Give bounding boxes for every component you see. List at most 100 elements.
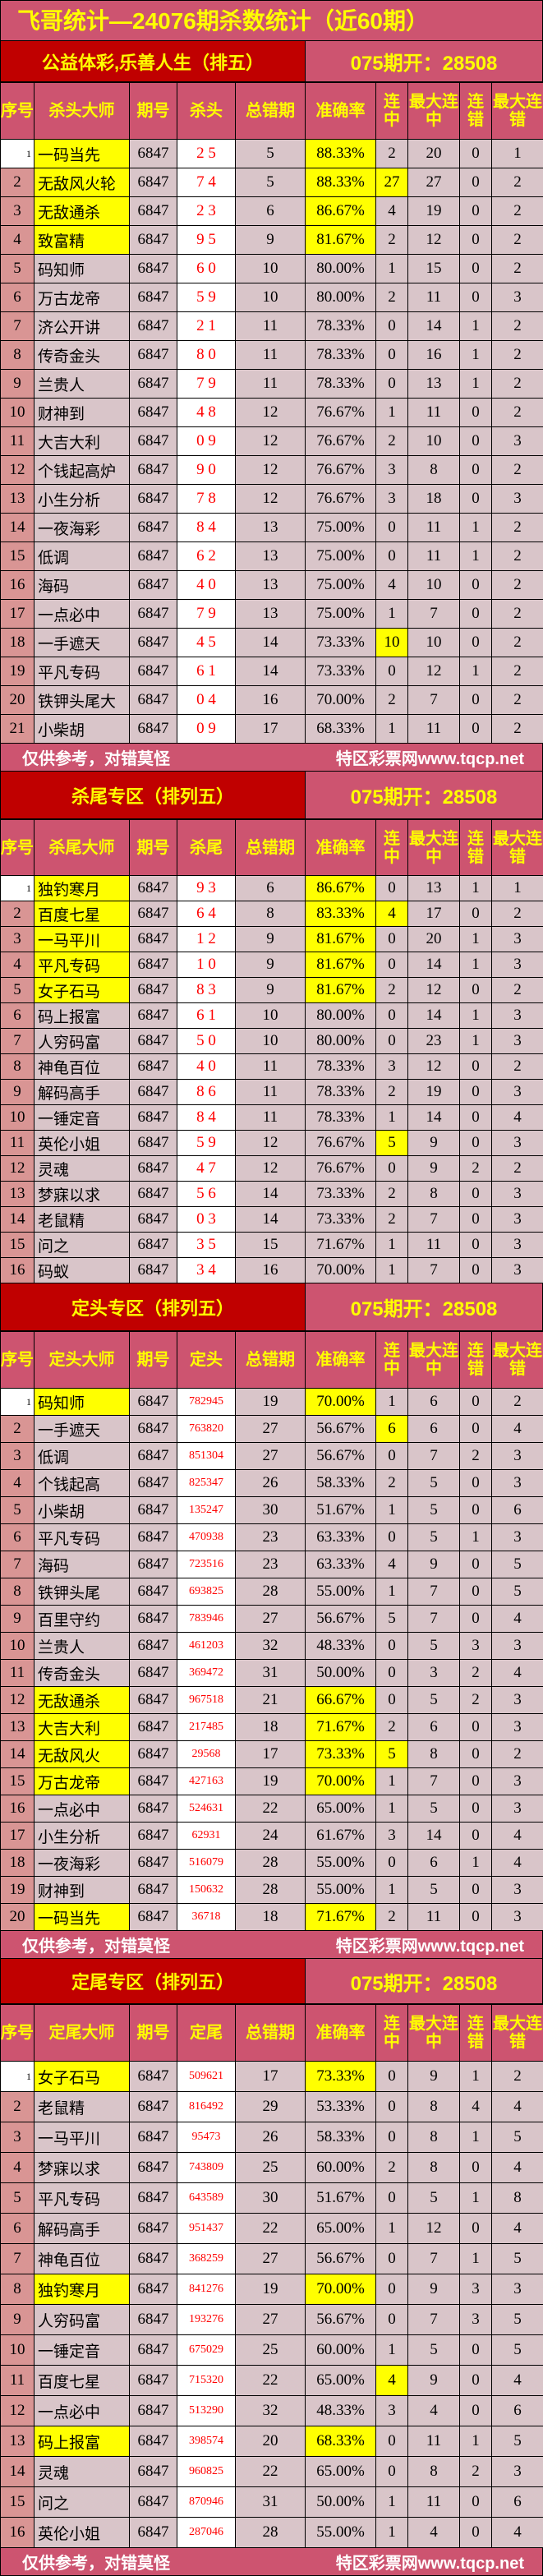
cell-period: 6847	[130, 1524, 177, 1551]
site-link[interactable]: 特区彩票网www.tqcp.net	[336, 745, 524, 769]
cell-period: 6847	[130, 2335, 177, 2366]
draw-result: 075期开：28508	[306, 1959, 542, 2003]
cell-max-streak: 8	[408, 1182, 460, 1207]
cell-no: 5	[1, 2183, 35, 2214]
cell-max-streak: 11	[408, 2487, 460, 2518]
cell-no: 6	[1, 1524, 35, 1551]
cell-streak: 1	[376, 2335, 408, 2366]
cell-errors: 22	[236, 2366, 306, 2396]
cell-max-miss: 8	[492, 2183, 543, 2214]
cell-kill: 0 4	[177, 686, 236, 715]
cell-streak: 0	[376, 2274, 408, 2305]
cell-errors: 11	[236, 341, 306, 370]
cell-name: 码上报富	[35, 1003, 130, 1029]
cell-streak: 2	[376, 1207, 408, 1233]
cell-accuracy: 80.00%	[306, 1029, 376, 1054]
cell-max-miss: 2	[492, 255, 543, 283]
cell-miss: 2	[460, 1660, 492, 1687]
cell-accuracy: 58.33%	[306, 2122, 376, 2153]
cell-errors: 27	[236, 1606, 306, 1633]
cell-max-streak: 27	[408, 168, 460, 197]
site-link[interactable]: 特区彩票网www.tqcp.net	[336, 1933, 524, 1956]
site-link[interactable]: 特区彩票网www.tqcp.net	[336, 2550, 524, 2574]
cell-kill: 816492	[177, 2092, 236, 2122]
cell-name: 一手遮天	[35, 629, 130, 657]
cell-kill: 8 0	[177, 341, 236, 370]
